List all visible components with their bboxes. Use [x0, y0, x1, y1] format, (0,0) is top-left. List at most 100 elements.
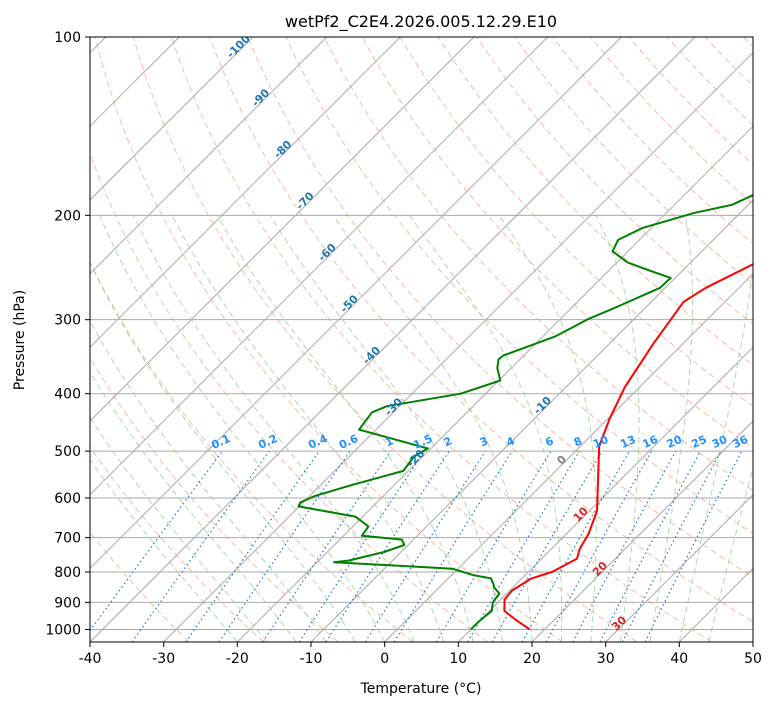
moist-adiabat: [99, 215, 386, 642]
isotherm-label: -90: [249, 86, 272, 109]
isotherm-label: -70: [293, 189, 316, 212]
dry-adiabat: [704, 37, 753, 87]
y-tick-label: 200: [54, 208, 81, 224]
isotherm-label: 40: [628, 668, 648, 688]
y-tick-label: 400: [54, 387, 81, 403]
moist-adiabat: [90, 416, 268, 642]
mixing-ratio-label: 2: [442, 434, 454, 449]
moist-adiabat: [90, 320, 327, 642]
moist-adiabat: [90, 458, 238, 642]
isotherm-label: -80: [271, 138, 294, 161]
mixing-ratio-label: 20: [665, 433, 685, 451]
mixing-ratio-line: [364, 450, 486, 642]
x-axis-title: Temperature (°C): [360, 681, 482, 697]
y-tick-label: 700: [54, 531, 81, 547]
isotherm-label: 10: [571, 504, 591, 524]
moist-adiabat: [708, 465, 753, 642]
mixing-ratio-label: 30: [710, 433, 730, 451]
moist-adiabat: [133, 215, 415, 642]
x-tick-label: 20: [523, 651, 541, 667]
moist-adiabat: [332, 215, 533, 642]
mixing-ratio-line: [185, 450, 320, 642]
y-tick-label: 600: [54, 491, 81, 507]
moist-adiabat: [498, 215, 597, 642]
moist-adiabat: [90, 261, 356, 642]
mixing-ratio-label: 6: [543, 434, 556, 449]
mixing-ratio-label: 36: [731, 433, 751, 451]
isotherm-gridline: [457, 346, 753, 642]
moist-adiabat: [90, 370, 297, 642]
mixing-ratio-line: [644, 450, 743, 642]
temperature-profile-line: [503, 263, 753, 631]
isotherm-gridline: [531, 420, 753, 642]
dry-adiabat: [323, 37, 753, 491]
y-tick-label: 800: [54, 565, 81, 581]
mixing-ratio-line: [466, 450, 580, 642]
isotherm-gridline: [384, 272, 753, 642]
mixing-ratio-label: 0.4: [306, 432, 329, 452]
mixing-ratio-line: [90, 450, 223, 632]
moist-adiabat: [171, 215, 445, 642]
plot-frame: [89, 36, 754, 643]
isotherm-label: -100: [224, 32, 253, 61]
y-tick-label: 500: [54, 444, 81, 460]
isotherm-gridline: [90, 37, 622, 570]
x-tick-label: -10: [300, 651, 323, 667]
x-tick-label: 10: [449, 651, 467, 667]
dry-adiabat: [90, 531, 190, 642]
dry-adiabat: [90, 152, 488, 642]
y-tick-label: 300: [54, 313, 81, 329]
mixing-ratio-line: [521, 450, 631, 642]
dry-adiabat: [743, 37, 753, 48]
dry-adiabat: [437, 37, 753, 366]
isotherm-gridline: [163, 51, 753, 642]
x-tick-label: -20: [226, 651, 249, 667]
chart-title: wetPf2_C2E4.2026.005.12.29.E10: [285, 12, 557, 32]
mixing-ratio-label: 10: [591, 433, 611, 451]
mixing-ratio-line: [262, 450, 392, 642]
isotherm-label: -50: [338, 292, 361, 315]
mixing-ratio-label: 25: [689, 433, 708, 451]
x-tick-label: 50: [744, 651, 762, 667]
mixing-ratio-label: 8: [572, 434, 584, 449]
moist-adiabat: [595, 215, 640, 642]
y-axis-title: Pressure (hPa): [12, 290, 28, 390]
mixing-ratio-line: [325, 450, 450, 642]
mixing-ratio-line: [218, 450, 351, 642]
moist-adiabat: [649, 215, 694, 642]
isotherm-gridline: [90, 37, 254, 201]
isotherm-label: 30: [609, 613, 629, 633]
mixing-ratio-label: 16: [641, 433, 661, 451]
isotherm-label: -60: [316, 241, 339, 264]
y-tick-label: 900: [54, 595, 81, 611]
mixing-ratio-line: [393, 450, 513, 642]
isotherm-gridline: [90, 37, 401, 349]
dry-adiabat: [514, 37, 753, 285]
dry-adiabat: [209, 37, 753, 623]
dry-adiabat: [666, 37, 753, 126]
moist-adiabat: [216, 215, 474, 642]
dry-adiabat: [552, 37, 753, 245]
dry-adiabat: [590, 37, 753, 205]
dry-adiabat: [90, 356, 339, 642]
moist-adiabat: [269, 215, 503, 642]
dry-adiabat: [247, 37, 753, 578]
isotherm-gridline: [605, 493, 753, 642]
dry-adiabat: [90, 260, 414, 642]
dry-adiabat: [476, 37, 753, 325]
mixing-ratio-label: 0.2: [256, 432, 279, 452]
mixing-ratio-label: 1: [383, 434, 395, 449]
isotherm-label: -10: [531, 394, 554, 417]
dry-adiabat: [132, 37, 638, 642]
mixing-ratio-label: 0.1: [209, 432, 232, 452]
isotherm-gridline: [236, 125, 753, 642]
isotherm-gridline: [90, 37, 549, 496]
y-tick-label: 100: [54, 30, 81, 46]
x-tick-label: -40: [79, 651, 102, 667]
isotherm-gridline: [752, 641, 753, 642]
x-tick-label: -30: [152, 651, 175, 667]
mixing-ratio-line: [572, 450, 677, 642]
x-tick-label: 0: [380, 651, 389, 667]
